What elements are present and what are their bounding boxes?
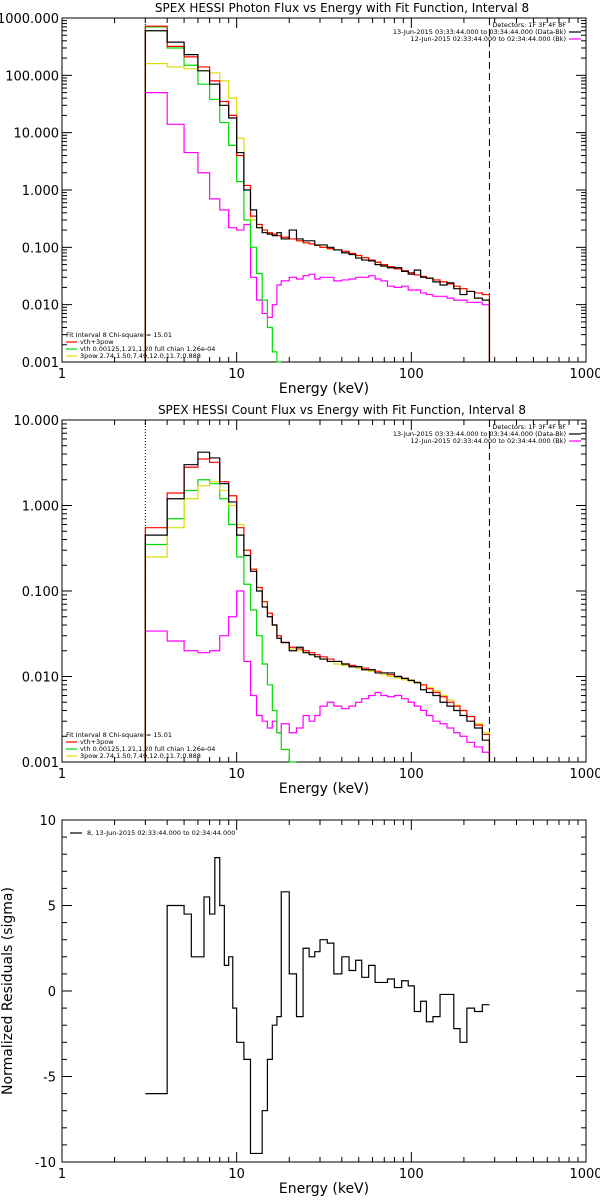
series-vth: [144, 26, 282, 363]
x-tick-label: 1000: [569, 767, 600, 782]
series-data: [144, 30, 491, 362]
series-residuals: [145, 857, 490, 1155]
x-axis-label: Energy (keV): [279, 1181, 369, 1197]
legend-left-entry: vth 0.00125,1.21,1.20 full chian 1.26e-0…: [80, 345, 215, 353]
legend-right-entry: 13-Jun-2015 03:33:44.000 to 03:34:44.000…: [393, 430, 566, 438]
x-tick-label: 1000: [569, 367, 600, 382]
x-tick-label: 1: [58, 367, 66, 382]
x-tick-label: 1: [58, 767, 66, 782]
x-tick-label: 10: [228, 367, 245, 382]
chart-3: 1 10 100 1000 Energy (keV) -10 -5 0 5 10 Normalize…: [0, 814, 600, 1197]
y-tick-label: -10: [35, 1156, 56, 1171]
series-3pow: [144, 63, 491, 362]
y-tick-label: 0.100: [22, 241, 59, 256]
x-tick-label: 100: [399, 1167, 424, 1182]
x-axis: 1 10 100 1000 Energy (keV): [58, 18, 600, 397]
x-tick-label: 100: [399, 367, 424, 382]
y-tick-label: 0.001: [22, 356, 59, 371]
x-tick-label: 100: [399, 767, 424, 782]
legend-left-entry: vth+3pow: [80, 338, 114, 346]
y-tick-label: 100.000: [5, 69, 59, 84]
plot-frame: [61, 419, 587, 763]
chart-title: SPEX HESSI Count Flux vs Energy with Fit…: [158, 403, 526, 417]
legend-left-entry: 3pow 2.74,1.50,7.49,12.0,11.7,0.888: [80, 352, 201, 360]
y-axis: 0.001 0.010 0.100 1.000 10.000: [14, 414, 586, 771]
chart-2: SPEX HESSI Count Flux vs Energy with Fit…: [14, 403, 600, 797]
series-vth: [144, 479, 297, 763]
legend-right-entry: Detectors: 1F 3F 4F 8F: [492, 423, 566, 431]
legend-left: Fit Interval 8 Chi-square = 15.01vth+3po…: [66, 731, 215, 760]
plot-frame: [61, 819, 587, 1163]
series-3pow: [144, 481, 491, 762]
chart-1: SPEX HESSI Photon Flux vs Energy with Fi…: [0, 1, 600, 397]
x-axis: 1 10 100 1000 Energy (keV): [58, 420, 600, 797]
y-axis: -10 -5 0 5 10 Normalized Residuals (sigma): [0, 814, 586, 1171]
x-tick-label: 1000: [569, 1167, 600, 1182]
y-tick-label: 10: [39, 814, 56, 829]
x-tick-label: 10: [228, 1167, 245, 1182]
y-tick-label: 0.010: [22, 671, 59, 686]
legend-right-entry: 12-Jun-2015 02:33:44.000 to 02:34:44.000…: [411, 437, 566, 445]
x-axis-label: Energy (keV): [279, 381, 369, 397]
y-tick-label: 0.100: [22, 585, 59, 600]
legend-right-entry: 13-Jun-2015 03:33:44.000 to 03:34:44.000…: [393, 28, 566, 36]
series-bk: [144, 590, 491, 762]
legend-right-entry: 12-Jun-2015 02:33:44.000 to 02:34:44.000…: [411, 35, 566, 43]
x-axis: 1 10 100 1000 Energy (keV): [58, 820, 600, 1197]
legend-left: Fit Interval 8 Chi-square = 15.01vth+3po…: [66, 331, 215, 360]
legend-left-entry: vth+3pow: [80, 738, 114, 746]
series-data: [144, 451, 491, 762]
chart-title: SPEX HESSI Photon Flux vs Energy with Fi…: [155, 1, 529, 15]
series-total: [144, 458, 491, 762]
y-axis-label: Normalized Residuals (sigma): [0, 887, 16, 1095]
y-tick-label: 10.000: [14, 127, 60, 142]
y-tick-label: 5: [48, 900, 56, 915]
y-tick-label: 1000.000: [0, 12, 59, 27]
y-tick-label: -5: [43, 1071, 56, 1086]
y-axis: 0.001 0.010 0.100 1.000 10.000 100.000 1000.00…: [0, 12, 586, 371]
legend-left-entry: vth 0.00125,1.21,1.20 full chian 1.26e-0…: [80, 745, 215, 753]
series-total: [144, 25, 491, 362]
y-tick-label: 0: [48, 985, 56, 1000]
legend-left-entry: 3pow 2.74,1.50,7.49,12.0,11.7,0.888: [80, 752, 201, 760]
legend-right-entry: Detectors: 1F 3F 4F 8F: [492, 21, 566, 29]
y-tick-label: 0.001: [22, 756, 59, 771]
x-axis-label: Energy (keV): [279, 781, 369, 797]
y-tick-label: 1.000: [22, 184, 59, 199]
y-tick-label: 1.000: [22, 500, 59, 515]
x-tick-label: 1: [58, 1167, 66, 1182]
plot-frame: [61, 17, 587, 363]
series-bk: [144, 91, 491, 362]
legend-left-entry: Fit Interval 8 Chi-square = 15.01: [66, 331, 172, 339]
y-tick-label: 0.010: [22, 299, 59, 314]
x-tick-label: 10: [228, 767, 245, 782]
legend-left-entry: Fit Interval 8 Chi-square = 15.01: [66, 731, 172, 739]
legend: 8, 13-Jun-2015 02:33:44.000 to 02:34:44.…: [70, 829, 235, 837]
y-tick-label: 10.000: [14, 414, 60, 429]
legend-entry: 8, 13-Jun-2015 02:33:44.000 to 02:34:44.…: [87, 829, 235, 837]
